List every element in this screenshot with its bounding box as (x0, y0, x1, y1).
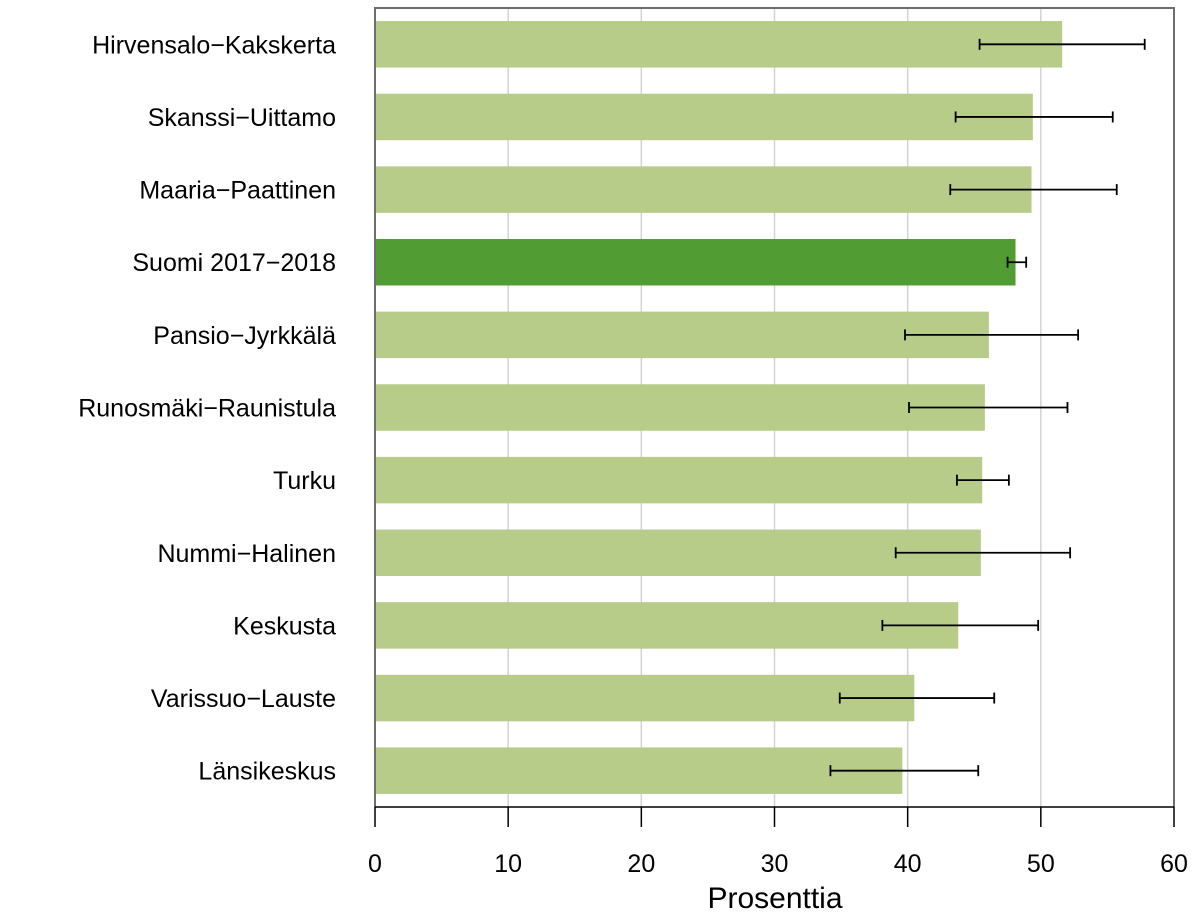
category-label: Varissuo−Lauste (151, 685, 336, 713)
bar (375, 747, 903, 794)
category-label: Maaria−Paattinen (139, 177, 336, 205)
x-tick-label: 60 (1160, 850, 1188, 878)
plot-frame (374, 7, 1175, 807)
bar (375, 384, 985, 431)
category-label: Nummi−Halinen (157, 540, 336, 568)
x-tick-label: 40 (894, 850, 922, 878)
x-tick-label: 50 (1027, 850, 1055, 878)
x-axis: 0 10 20 30 40 50 60 (368, 806, 1188, 878)
category-label: Keskusta (233, 612, 336, 640)
category-labels: Hirvensalo−Kakskerta Skanssi−Uittamo Maari… (78, 31, 336, 785)
x-tick-label: 30 (761, 850, 789, 878)
category-label: Runosmäki−Raunistula (78, 395, 336, 423)
bar (375, 311, 989, 359)
bar (375, 238, 1016, 286)
plot-border (374, 7, 1175, 807)
category-label: Länsikeskus (198, 758, 336, 786)
category-label: Pansio−Jyrkkälä (153, 322, 336, 350)
bars (375, 21, 1063, 794)
category-label: Turku (273, 467, 336, 495)
bar (375, 529, 981, 577)
x-tick-label: 0 (368, 850, 382, 878)
x-tick-label: 20 (627, 850, 655, 878)
x-axis-title: Prosenttia (707, 882, 842, 915)
bar (375, 674, 915, 722)
bar (375, 456, 983, 504)
x-tick-label: 10 (494, 850, 522, 878)
bar (375, 602, 959, 649)
bar (375, 166, 1032, 213)
error-bars (829, 38, 1146, 777)
category-label: Skanssi−Uittamo (148, 104, 336, 132)
category-label: Suomi 2017−2018 (132, 249, 336, 277)
category-label: Hirvensalo−Kakskerta (92, 31, 336, 59)
bar (375, 21, 1063, 68)
bar (375, 93, 1033, 141)
